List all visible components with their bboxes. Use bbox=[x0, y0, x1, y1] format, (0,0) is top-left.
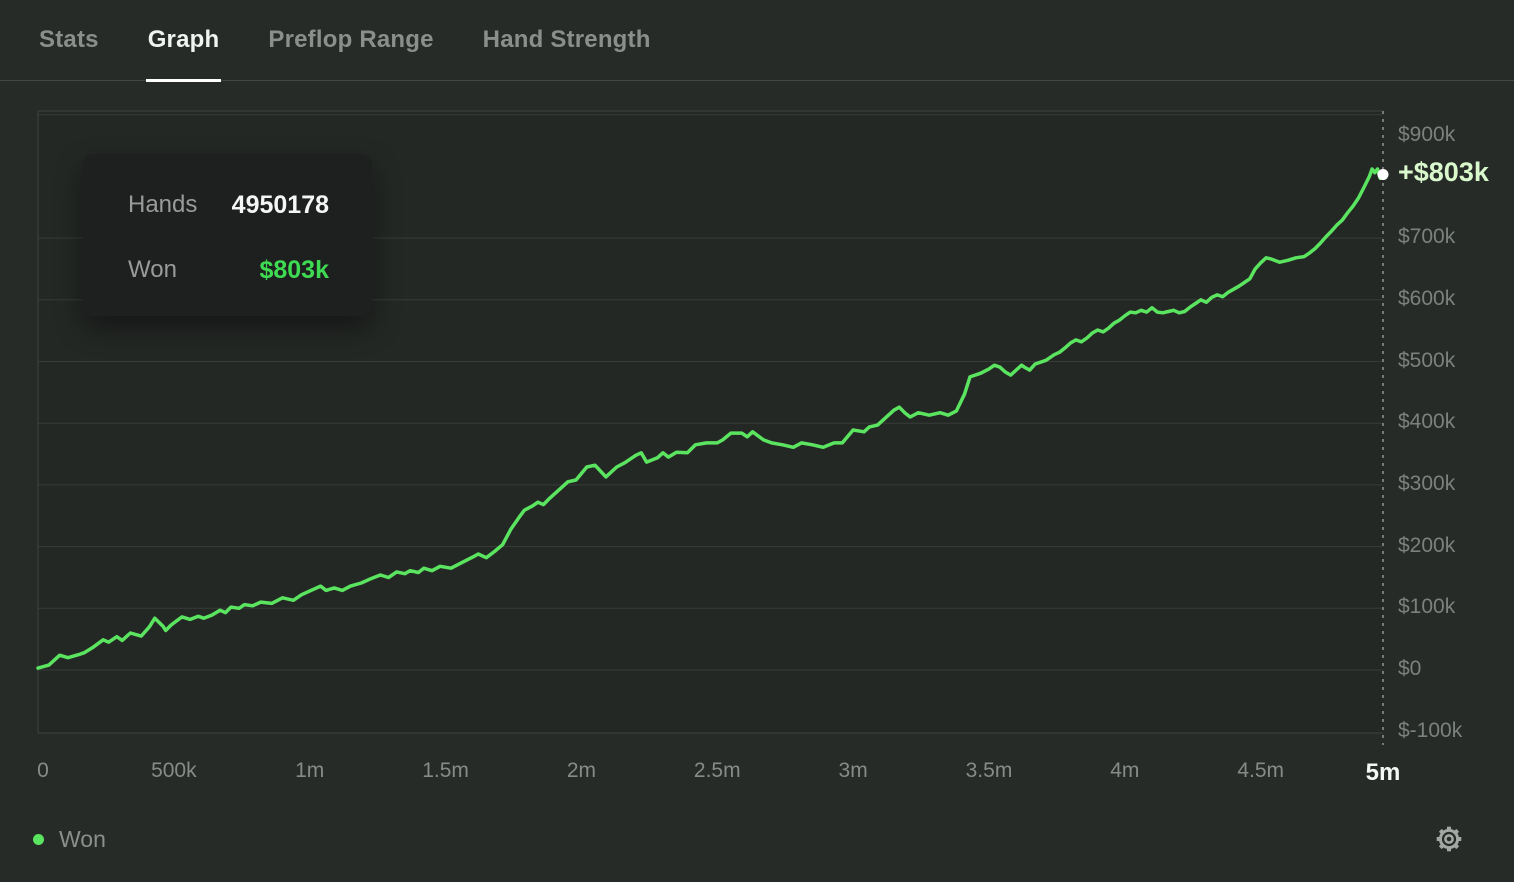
x-axis-label-0: 0 bbox=[37, 759, 49, 782]
x-axis-label-2.5m: 2.5m bbox=[693, 759, 741, 782]
gear-glyph bbox=[1436, 826, 1462, 852]
x-axis-label-3m: 3m bbox=[838, 759, 868, 782]
tooltip-hands-row: Hands 4950178 bbox=[128, 190, 329, 220]
tab-stats[interactable]: Stats bbox=[39, 25, 99, 53]
y-axis-label-500k: $500k bbox=[1398, 348, 1456, 372]
tab-bar: Stats Graph Preflop Range Hand Strength bbox=[0, 0, 1514, 82]
current-winnings-label: +$803k bbox=[1398, 157, 1489, 187]
x-axis-label-4m: 4m bbox=[1110, 759, 1140, 782]
tooltip-hands-value: 4950178 bbox=[231, 190, 329, 219]
x-axis-label-500k: 500k bbox=[151, 759, 197, 782]
settings-gear-icon[interactable] bbox=[1435, 825, 1463, 853]
plot-border bbox=[37, 110, 1383, 734]
y-axis-label-100k: $100k bbox=[1398, 595, 1456, 619]
tooltip-won-row: Won $803k bbox=[128, 255, 329, 285]
y-axis-label-900k: $900k bbox=[1398, 122, 1456, 146]
y-axis-label-300k: $300k bbox=[1398, 471, 1456, 495]
tooltip-hands-label: Hands bbox=[128, 191, 198, 218]
x-axis-label-2m: 2m bbox=[566, 759, 596, 782]
legend-won[interactable]: Won bbox=[33, 826, 106, 853]
y-axis-label--100k: $-100k bbox=[1398, 718, 1463, 742]
tab-hand-strength[interactable]: Hand Strength bbox=[482, 25, 651, 53]
tab-preflop-range[interactable]: Preflop Range bbox=[268, 25, 434, 53]
x-axis-label-5m: 5m bbox=[1365, 759, 1401, 786]
line-end-dot bbox=[1377, 169, 1389, 181]
y-axis-label-0: $0 bbox=[1398, 657, 1422, 680]
won-line-series bbox=[36, 167, 1385, 670]
legend-won-label: Won bbox=[59, 826, 106, 852]
tab-graph[interactable]: Graph bbox=[145, 0, 222, 82]
x-axis-label-3.5m: 3.5m bbox=[965, 759, 1013, 782]
legend-dot-icon bbox=[33, 834, 44, 845]
y-axis-label-200k: $200k bbox=[1398, 533, 1456, 557]
x-axis-label-1.5m: 1.5m bbox=[422, 759, 469, 782]
y-axis-label-700k: $700k bbox=[1398, 225, 1456, 249]
x-axis-label-4.5m: 4.5m bbox=[1237, 759, 1285, 782]
y-axis-label-600k: $600k bbox=[1398, 286, 1456, 310]
y-axis-label-400k: $400k bbox=[1398, 410, 1456, 434]
tooltip-won-label: Won bbox=[128, 256, 177, 283]
tooltip-won-value: $803k bbox=[259, 255, 329, 284]
hover-tooltip: Hands 4950178 Won $803k bbox=[83, 154, 372, 316]
x-axis-label-1m: 1m bbox=[295, 759, 325, 782]
